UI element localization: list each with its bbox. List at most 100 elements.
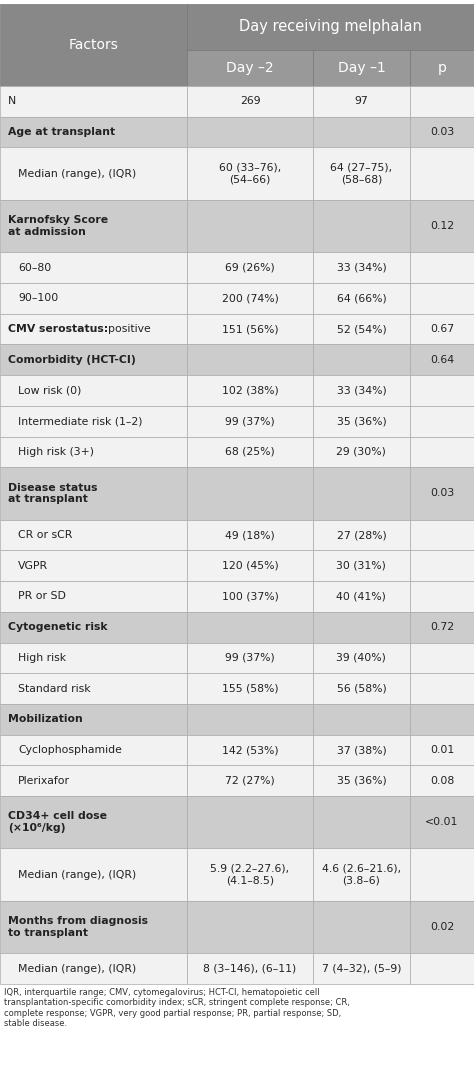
Bar [187, 519, 313, 550]
Bar [410, 519, 474, 550]
Text: CR or sCR: CR or sCR [18, 530, 73, 540]
Bar [187, 116, 313, 147]
Text: Comorbidity (HCT-CI): Comorbidity (HCT-CI) [8, 355, 136, 365]
Text: Karnofsky Score
at admission: Karnofsky Score at admission [8, 215, 108, 237]
Text: 90–100: 90–100 [18, 293, 58, 304]
Text: Cyclophosphamide: Cyclophosphamide [18, 745, 122, 755]
Bar [313, 282, 410, 313]
Bar [410, 50, 474, 86]
Bar [410, 953, 474, 984]
Bar [410, 406, 474, 437]
Bar [313, 147, 410, 199]
Text: 0.72: 0.72 [430, 623, 454, 632]
Bar [0, 147, 187, 199]
Bar [313, 581, 410, 612]
Bar [313, 953, 410, 984]
Text: 39 (40%): 39 (40%) [337, 652, 386, 663]
Bar [187, 953, 313, 984]
Bar [0, 643, 187, 674]
Bar [410, 674, 474, 704]
Bar [0, 467, 187, 519]
Bar [313, 734, 410, 765]
Text: 97: 97 [355, 96, 368, 107]
Bar [0, 282, 187, 313]
Text: CD34+ cell dose
(×10⁶/kg): CD34+ cell dose (×10⁶/kg) [8, 811, 107, 834]
Bar [410, 437, 474, 467]
Bar [313, 199, 410, 253]
Bar [0, 612, 187, 643]
Text: Cytogenetic risk: Cytogenetic risk [8, 623, 108, 632]
Bar [187, 437, 313, 467]
Bar [187, 796, 313, 849]
Text: Low risk (0): Low risk (0) [18, 386, 82, 395]
Bar [0, 674, 187, 704]
Bar [410, 849, 474, 901]
Text: Day –1: Day –1 [337, 61, 385, 75]
Text: CMV serostatus:: CMV serostatus: [8, 324, 108, 334]
Text: 100 (37%): 100 (37%) [222, 592, 278, 601]
Bar [313, 50, 410, 86]
Text: Disease status
at transplant: Disease status at transplant [8, 483, 98, 504]
Text: p: p [438, 61, 447, 75]
Bar [313, 796, 410, 849]
Bar [313, 519, 410, 550]
Bar [187, 849, 313, 901]
Text: 0.01: 0.01 [430, 745, 454, 755]
Text: 269: 269 [240, 96, 260, 107]
Text: 68 (25%): 68 (25%) [225, 447, 275, 457]
Bar [0, 901, 187, 953]
Bar [0, 796, 187, 849]
Text: 40 (41%): 40 (41%) [337, 592, 386, 601]
Bar [313, 901, 410, 953]
Bar [410, 901, 474, 953]
Bar [410, 643, 474, 674]
Text: 60 (33–76),
(54–66): 60 (33–76), (54–66) [219, 163, 281, 184]
Text: High risk: High risk [18, 652, 66, 663]
Bar [0, 765, 187, 796]
Bar [313, 375, 410, 406]
Text: 64 (66%): 64 (66%) [337, 293, 386, 304]
Bar [313, 674, 410, 704]
Text: 0.08: 0.08 [430, 776, 454, 786]
Bar [313, 86, 410, 116]
Text: Median (range), (IQR): Median (range), (IQR) [18, 168, 136, 179]
Bar [0, 199, 187, 253]
Text: 49 (18%): 49 (18%) [225, 530, 275, 540]
Bar [313, 467, 410, 519]
Text: Standard risk: Standard risk [18, 683, 91, 694]
Bar [313, 116, 410, 147]
Text: 4.6 (2.6–21.6),
(3.8–6): 4.6 (2.6–21.6), (3.8–6) [322, 863, 401, 886]
Text: Factors: Factors [69, 38, 118, 52]
Bar [410, 86, 474, 116]
Bar [0, 953, 187, 984]
Bar [187, 86, 313, 116]
Bar [187, 147, 313, 199]
Text: 0.12: 0.12 [430, 221, 454, 231]
Text: 35 (36%): 35 (36%) [337, 776, 386, 786]
Text: 5.9 (2.2–27.6),
(4.1–8.5): 5.9 (2.2–27.6), (4.1–8.5) [210, 863, 290, 886]
Bar [410, 375, 474, 406]
Text: 37 (38%): 37 (38%) [337, 745, 386, 755]
Bar [410, 581, 474, 612]
Bar [410, 253, 474, 282]
Text: Median (range), (IQR): Median (range), (IQR) [18, 870, 136, 879]
Bar [187, 282, 313, 313]
Bar [187, 344, 313, 375]
Bar [410, 704, 474, 734]
Bar [410, 765, 474, 796]
Text: Mobilization: Mobilization [8, 714, 83, 724]
Text: Age at transplant: Age at transplant [8, 127, 115, 138]
Text: 35 (36%): 35 (36%) [337, 416, 386, 426]
Bar [0, 849, 187, 901]
Text: 151 (56%): 151 (56%) [222, 324, 278, 334]
Text: 0.67: 0.67 [430, 324, 454, 334]
Bar [410, 734, 474, 765]
Text: 102 (38%): 102 (38%) [222, 386, 278, 395]
Bar [0, 116, 187, 147]
Text: 52 (54%): 52 (54%) [337, 324, 386, 334]
Text: 142 (53%): 142 (53%) [222, 745, 278, 755]
Bar [313, 437, 410, 467]
Bar [313, 406, 410, 437]
Text: 99 (37%): 99 (37%) [225, 416, 275, 426]
Text: 33 (34%): 33 (34%) [337, 262, 386, 273]
